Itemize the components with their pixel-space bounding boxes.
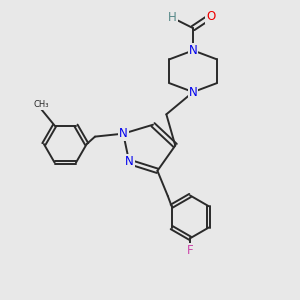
- Text: N: N: [119, 127, 128, 140]
- Text: H: H: [168, 11, 177, 24]
- Text: N: N: [125, 155, 134, 168]
- Text: F: F: [187, 244, 194, 257]
- Text: N: N: [189, 85, 197, 98]
- Text: O: O: [206, 10, 216, 23]
- Text: N: N: [189, 44, 197, 57]
- Text: CH₃: CH₃: [34, 100, 49, 109]
